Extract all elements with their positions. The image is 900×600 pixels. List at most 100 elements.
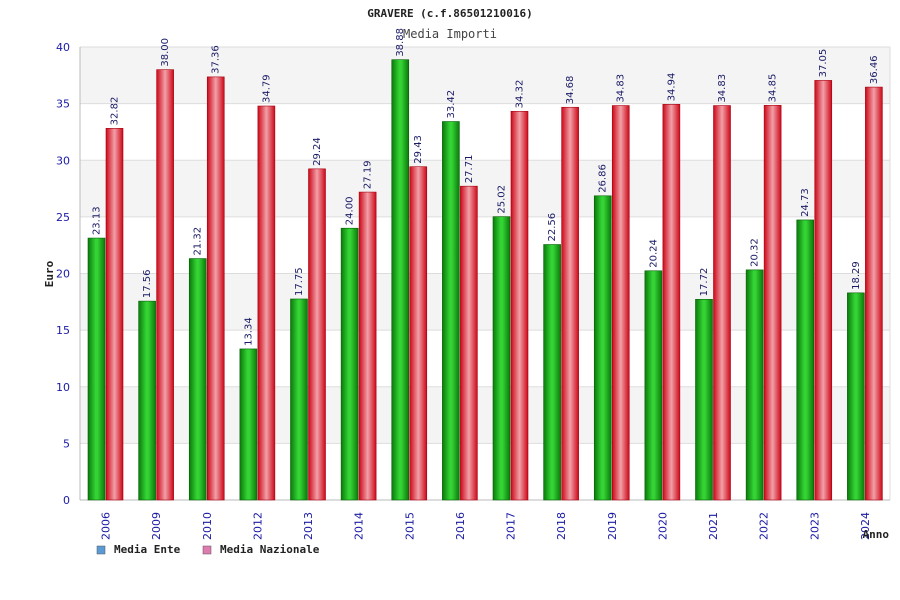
bar-media-ente [138,300,156,501]
x-tick-label: 2017 [505,512,518,540]
chart-title: GRAVERE (c.f.86501210016) [367,7,533,20]
value-label-media-nazionale: 34.94 [666,73,677,102]
x-tick-label: 2016 [454,512,467,540]
value-label-media-nazionale: 34.83 [717,74,728,103]
bar-media-ente [593,195,612,501]
y-tick-label: 25 [56,211,70,224]
y-tick-label: 0 [63,494,70,507]
x-tick-label: 2018 [555,512,568,540]
value-label-media-ente: 25.02 [497,185,508,214]
bar-media-nazionale [206,76,225,501]
y-tick-label: 40 [56,41,70,54]
value-label-media-nazionale: 38.00 [160,38,171,67]
value-label-media-nazionale: 29.43 [413,135,424,164]
legend-swatch-media-nazionale [202,545,212,555]
value-label-media-ente: 23.13 [92,206,103,235]
bar-media-nazionale [611,105,630,501]
legend: Media Ente Media Nazionale [96,543,320,556]
x-tick-label: 2020 [656,512,669,540]
x-tick-label: 2019 [606,512,619,540]
legend-label-media-ente: Media Ente [114,543,181,556]
bar-media-nazionale [561,106,579,501]
legend-label-media-nazionale: Media Nazionale [220,543,320,556]
bar-media-nazionale [308,168,326,501]
y-tick-label: 5 [63,437,70,450]
bar-media-ente [492,216,511,501]
value-label-media-ente: 24.00 [345,197,356,226]
bar-media-nazionale [865,86,883,501]
bar-media-ente [745,269,764,501]
value-label-media-nazionale: 27.71 [464,155,475,184]
bar-media-nazionale [105,128,124,501]
bar-media-ente [796,219,815,501]
bar-media-ente [695,299,713,501]
bar-media-ente [340,227,359,501]
value-label-media-nazionale: 27.19 [363,160,374,189]
value-label-media-ente: 20.24 [648,239,659,268]
value-label-media-nazionale: 34.83 [616,74,627,103]
value-label-media-ente: 26.86 [598,164,609,193]
value-label-media-nazionale: 37.36 [211,45,222,74]
y-axis-label: Euro [43,260,56,287]
value-label-media-ente: 38.88 [395,28,406,57]
y-tick-label: 20 [56,268,70,281]
x-tick-label: 2015 [403,512,416,540]
bar-media-nazionale [460,185,478,501]
bar-media-ente [847,292,865,501]
bar-media-nazionale [257,105,276,501]
y-tick-label: 15 [56,324,70,337]
value-labels: 23.13 32.82 17.56 38.00 21.32 37.36 13.34 34.79… [92,28,880,346]
bar-media-nazionale [662,104,681,501]
y-tick-label: 30 [56,154,70,167]
value-label-media-nazionale: 34.32 [515,80,526,109]
value-label-media-ente: 33.42 [446,90,457,119]
value-label-media-nazionale: 34.79 [261,74,272,103]
value-label-media-nazionale: 34.68 [565,76,576,105]
y-tick-label: 10 [56,381,70,394]
bars [87,59,883,501]
x-tick-label: 2012 [251,512,264,540]
x-axis-label: Anno [863,528,890,541]
x-tick-label: 2024 [859,512,872,540]
value-label-media-ente: 21.32 [193,227,204,256]
bar-media-nazionale [713,105,731,501]
x-tick-label: 2010 [201,512,214,540]
value-label-media-ente: 13.34 [243,317,254,346]
x-tick-label: 2022 [758,512,771,540]
value-label-media-ente: 17.72 [699,268,710,297]
y-tick-label: 35 [56,98,70,111]
bar-media-nazionale [409,166,428,501]
bar-media-ente [543,244,561,501]
value-label-media-ente: 17.56 [142,269,153,298]
value-label-media-nazionale: 32.82 [110,97,121,126]
bar-media-nazionale [510,111,529,501]
value-label-media-ente: 24.73 [800,188,811,217]
value-label-media-ente: 18.29 [851,261,862,290]
x-tick-label: 2013 [302,512,315,540]
bar-media-ente [644,270,663,501]
value-label-media-nazionale: 36.46 [869,55,880,84]
value-label-media-nazionale: 37.05 [818,49,829,78]
value-label-media-ente: 20.32 [750,238,761,267]
bar-media-ente [442,121,460,501]
bar-media-nazionale [358,191,377,501]
x-tick-label: 2023 [808,512,821,540]
x-tick-label: 2009 [150,512,163,540]
bar-media-nazionale [763,105,782,501]
bar-media-ente [188,258,207,501]
chart-subtitle: Media Importi [403,27,497,41]
bar-media-ente [87,237,106,501]
bar-media-nazionale [814,80,833,501]
y-axis-ticks: 0 5 10 15 20 25 30 35 40 [56,41,70,507]
x-tick-label: 2014 [353,512,366,540]
legend-swatch-media-ente [96,545,106,555]
x-axis-ticks: 2006 2009 2010 2012 2013 2014 2015 2016 2017 2018… [100,512,872,540]
value-label-media-nazionale: 29.24 [312,137,323,166]
x-tick-label: 2006 [100,512,113,540]
bar-media-ente [391,59,410,501]
bar-media-ente [290,298,308,501]
bar-media-ente [239,348,258,501]
bar-media-nazionale [156,69,174,501]
x-tick-label: 2021 [707,512,720,540]
